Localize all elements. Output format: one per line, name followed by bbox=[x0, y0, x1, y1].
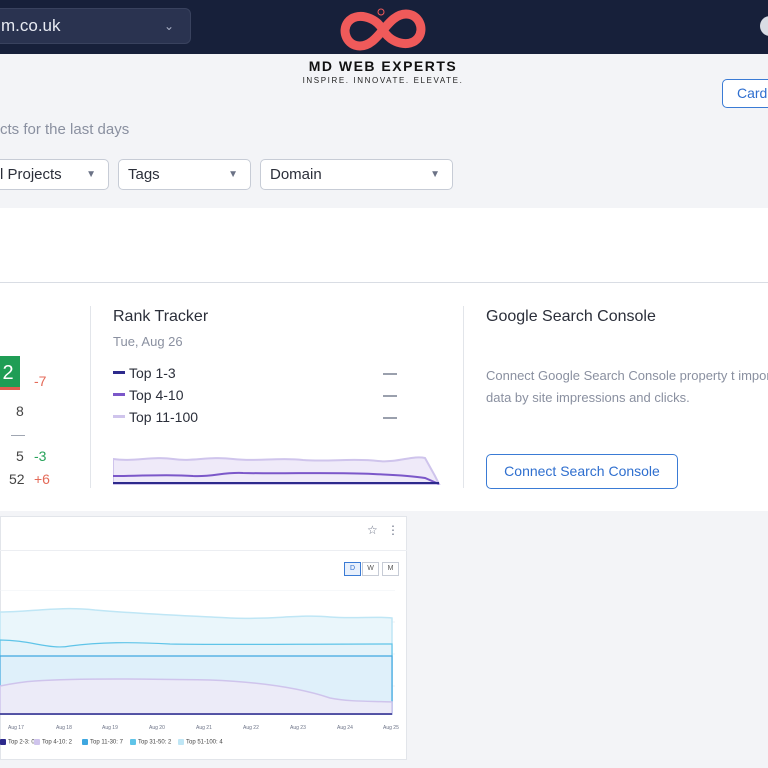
logo-name: MD WEB EXPERTS bbox=[308, 58, 458, 74]
x-tick-label: Aug 22 bbox=[243, 725, 259, 731]
caret-down-icon: ▼ bbox=[430, 169, 440, 180]
badge-delta: -7 bbox=[34, 373, 47, 389]
page-subtitle: cts for the last days bbox=[0, 121, 130, 138]
legend-swatch bbox=[130, 739, 136, 745]
chart-legend-item[interactable]: Top 4-10: 2 bbox=[34, 739, 72, 746]
tags-filter-label: Tags bbox=[128, 166, 160, 183]
legend-label: Top 1-3 bbox=[129, 365, 176, 381]
legend-value-empty bbox=[383, 417, 397, 419]
card-header-divider bbox=[0, 550, 407, 551]
chart-legend-item[interactable]: Top 11-30: 7 bbox=[82, 739, 123, 746]
stat-delta: +6 bbox=[34, 471, 50, 487]
legend-label: Top 31-50: 2 bbox=[138, 739, 172, 746]
rank-badge: 2 bbox=[0, 356, 20, 390]
stat-value: — bbox=[11, 426, 25, 442]
x-tick-label: Aug 17 bbox=[8, 725, 24, 731]
legend-swatch bbox=[113, 414, 125, 418]
projects-filter-label: l Projects bbox=[0, 166, 62, 183]
more-menu-icon[interactable]: ⋮ bbox=[387, 523, 399, 537]
projects-filter[interactable]: l Projects ▼ bbox=[0, 159, 109, 190]
legend-swatch bbox=[0, 739, 6, 745]
tags-filter[interactable]: Tags ▼ bbox=[118, 159, 251, 190]
rank-legend-item: Top 4-10 bbox=[113, 387, 183, 403]
series-area bbox=[0, 678, 393, 715]
gsc-title: Google Search Console bbox=[486, 308, 656, 325]
rank-distribution-chart bbox=[0, 590, 395, 715]
legend-swatch bbox=[82, 739, 88, 745]
brand-logo: MD WEB EXPERTS INSPIRE. INNOVATE. ELEVAT… bbox=[290, 6, 476, 88]
legend-label: Top 11-30: 7 bbox=[90, 739, 123, 746]
domain-selector[interactable]: m.co.uk ⌄ bbox=[0, 8, 191, 44]
divider bbox=[0, 282, 768, 283]
gsc-description: Connect Google Search Console property t… bbox=[486, 368, 768, 405]
domain-filter[interactable]: Domain ▼ bbox=[260, 159, 453, 190]
chart-legend-item[interactable]: Top 51-100: 4 bbox=[178, 739, 223, 746]
caret-down-icon: ▼ bbox=[228, 169, 238, 180]
rank-tracker-title: Rank Tracker bbox=[113, 308, 209, 325]
x-tick-label: Aug 18 bbox=[56, 725, 72, 731]
chevron-down-icon: ⌄ bbox=[163, 19, 174, 33]
legend-swatch bbox=[34, 739, 40, 745]
legend-value-empty bbox=[383, 395, 397, 397]
x-tick-label: Aug 19 bbox=[102, 725, 118, 731]
stat-value: 5 bbox=[16, 448, 24, 464]
x-tick-label: Aug 20 bbox=[149, 725, 165, 731]
rank-legend-item: Top 11-100 bbox=[113, 409, 198, 425]
star-icon[interactable]: ☆ bbox=[367, 523, 378, 537]
stat-value: 8 bbox=[16, 403, 24, 419]
period-day-button[interactable]: D bbox=[344, 562, 361, 576]
column-divider bbox=[463, 306, 464, 488]
stat-delta: -3 bbox=[34, 448, 47, 464]
period-week-button[interactable]: W bbox=[362, 562, 379, 576]
legend-label: Top 4-10: 2 bbox=[42, 739, 73, 746]
chart-legend-item[interactable]: Top 2-3: 0 bbox=[0, 739, 35, 746]
caret-down-icon: ▼ bbox=[86, 169, 96, 180]
card-view-button[interactable]: Card bbox=[722, 79, 768, 108]
legend-value-empty bbox=[383, 373, 397, 375]
x-tick-label: Aug 25 bbox=[383, 725, 399, 731]
period-month-button[interactable]: M bbox=[382, 562, 399, 576]
domain-selector-value: m.co.uk bbox=[1, 16, 61, 35]
legend-label: Top 11-100 bbox=[129, 409, 199, 425]
summary-band bbox=[0, 208, 768, 282]
column-divider bbox=[90, 306, 91, 488]
infinity-logo-icon bbox=[340, 8, 426, 51]
legend-label: Top 4-10 bbox=[129, 387, 184, 403]
legend-swatch bbox=[178, 739, 184, 745]
legend-swatch bbox=[113, 370, 125, 374]
legend-label: Top 2-3: 0 bbox=[8, 739, 35, 746]
x-tick-label: Aug 23 bbox=[290, 725, 306, 731]
legend-swatch bbox=[113, 392, 125, 396]
connect-search-console-button[interactable]: Connect Search Console bbox=[486, 454, 678, 489]
rank-legend-item: Top 1-3 bbox=[113, 365, 176, 381]
x-tick-label: Aug 21 bbox=[196, 725, 212, 731]
legend-label: Top 51-100: 4 bbox=[186, 739, 223, 746]
stat-value: 52 bbox=[9, 471, 25, 487]
rank-tracker-date: Tue, Aug 26 bbox=[113, 334, 183, 349]
avatar[interactable] bbox=[760, 16, 768, 36]
chart-legend-item[interactable]: Top 31-50: 2 bbox=[130, 739, 171, 746]
rank-tracker-sparkline bbox=[113, 456, 441, 485]
domain-filter-label: Domain bbox=[270, 166, 322, 183]
logo-tagline: INSPIRE. INNOVATE. ELEVATE. bbox=[302, 76, 464, 85]
x-tick-label: Aug 24 bbox=[337, 725, 353, 731]
